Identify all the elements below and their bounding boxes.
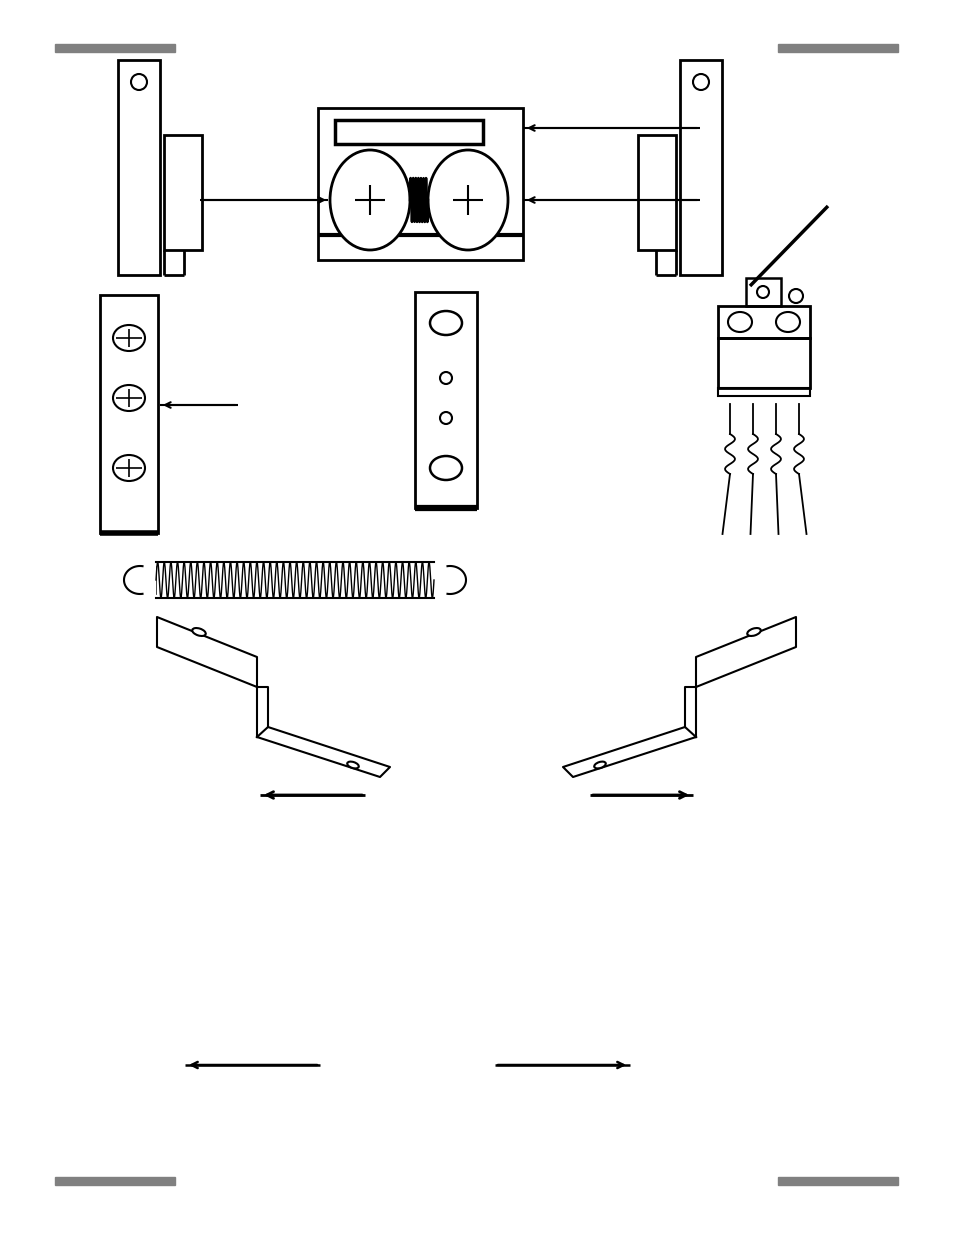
Polygon shape: [562, 727, 696, 777]
Ellipse shape: [439, 372, 452, 384]
Bar: [118, 61, 160, 275]
Polygon shape: [256, 687, 268, 737]
Bar: [745, 278, 781, 306]
Bar: [778, 44, 897, 52]
Ellipse shape: [193, 629, 206, 636]
Bar: [415, 291, 476, 508]
Bar: [778, 1177, 897, 1186]
Ellipse shape: [594, 762, 605, 768]
Bar: [718, 388, 809, 396]
Ellipse shape: [746, 629, 760, 636]
Bar: [718, 306, 809, 338]
Ellipse shape: [775, 312, 800, 332]
Ellipse shape: [439, 412, 452, 424]
Bar: [638, 135, 676, 249]
Bar: [55, 1177, 174, 1186]
Bar: [317, 107, 522, 261]
Ellipse shape: [330, 149, 410, 249]
Ellipse shape: [112, 325, 145, 351]
Ellipse shape: [428, 149, 507, 249]
Bar: [164, 135, 202, 249]
Bar: [55, 44, 174, 52]
Bar: [718, 338, 809, 388]
Polygon shape: [684, 687, 696, 737]
Polygon shape: [256, 727, 390, 777]
Polygon shape: [157, 618, 256, 687]
Ellipse shape: [430, 311, 461, 335]
Ellipse shape: [788, 289, 802, 303]
Ellipse shape: [692, 74, 708, 90]
Ellipse shape: [112, 454, 145, 480]
Ellipse shape: [430, 456, 461, 480]
Ellipse shape: [347, 762, 358, 768]
Ellipse shape: [112, 385, 145, 411]
Bar: [679, 61, 721, 275]
Ellipse shape: [131, 74, 147, 90]
Ellipse shape: [757, 287, 768, 298]
Polygon shape: [696, 618, 795, 687]
Bar: [335, 120, 482, 144]
Bar: [100, 295, 158, 534]
Ellipse shape: [727, 312, 751, 332]
